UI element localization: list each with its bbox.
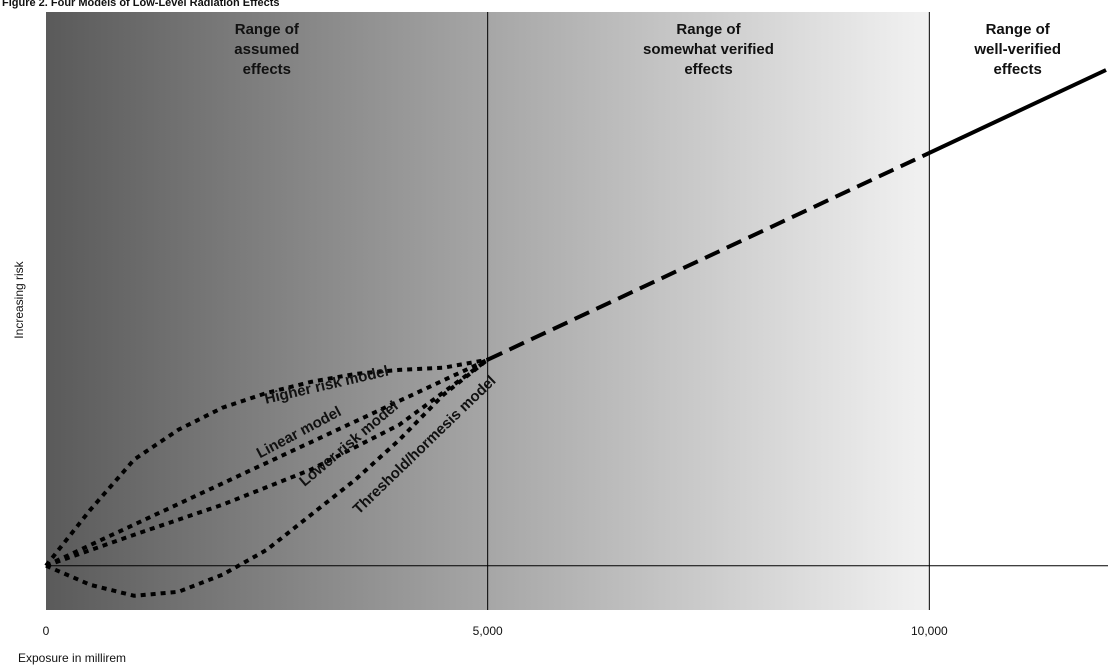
x-axis-label: Exposure in millirem bbox=[18, 651, 126, 665]
region-label: Range of bbox=[676, 21, 741, 38]
region-label: assumed bbox=[234, 41, 299, 58]
region-label: Range of bbox=[235, 21, 300, 38]
region-label: effects bbox=[243, 61, 291, 78]
region-label: effects bbox=[993, 61, 1041, 78]
x-tick-label: 5,000 bbox=[473, 624, 503, 638]
region-label: effects bbox=[684, 61, 732, 78]
line-dotted bbox=[45, 357, 489, 568]
region-label: Range of bbox=[986, 21, 1051, 38]
y-axis-label: Increasing risk bbox=[12, 260, 26, 338]
line-dotted bbox=[45, 358, 489, 568]
x-tick-label: 10,000 bbox=[911, 624, 948, 638]
region-label: somewhat verified bbox=[643, 41, 774, 58]
chart-title: Figure 2. Four Models of Low-Level Radia… bbox=[2, 0, 279, 9]
line-dashed bbox=[486, 151, 931, 362]
region-label: well-verified bbox=[973, 41, 1061, 58]
x-tick-label: 0 bbox=[43, 624, 50, 638]
line-solid bbox=[928, 68, 1107, 155]
